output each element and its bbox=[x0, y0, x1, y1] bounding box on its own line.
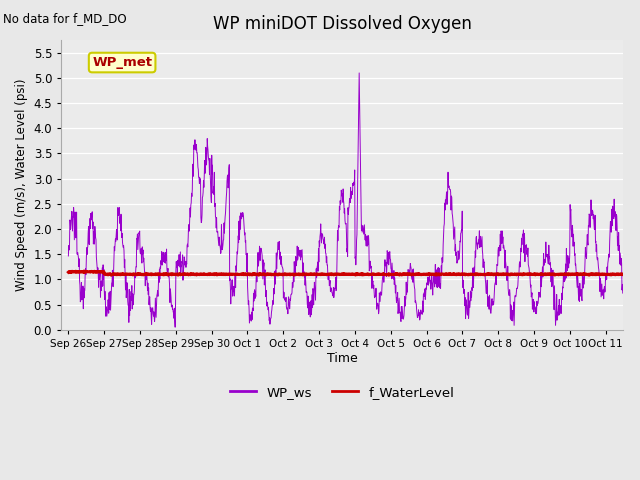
Title: WP miniDOT Dissolved Oxygen: WP miniDOT Dissolved Oxygen bbox=[213, 15, 472, 33]
X-axis label: Time: Time bbox=[327, 351, 358, 364]
Legend: WP_ws, f_WaterLevel: WP_ws, f_WaterLevel bbox=[225, 381, 460, 404]
Text: No data for f_MD_DO: No data for f_MD_DO bbox=[3, 12, 127, 25]
Text: WP_met: WP_met bbox=[92, 56, 152, 69]
Y-axis label: Wind Speed (m/s), Water Level (psi): Wind Speed (m/s), Water Level (psi) bbox=[15, 79, 28, 291]
